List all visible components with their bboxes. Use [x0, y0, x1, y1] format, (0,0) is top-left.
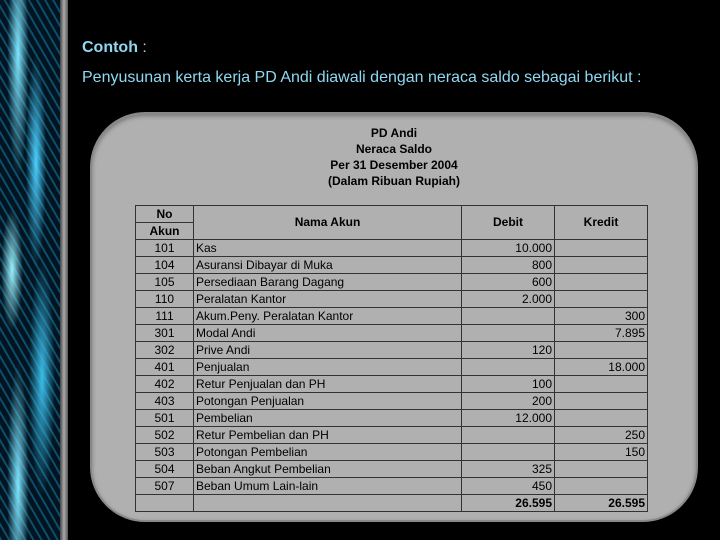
account-name: Persediaan Barang Dagang	[193, 273, 462, 291]
table-row: 503 Potongan Pembelian 150	[135, 443, 648, 461]
header-debit: Debit	[461, 205, 555, 240]
account-number: 503	[135, 443, 194, 461]
debit-value: 450	[461, 477, 555, 495]
table-row: 504 Beban Angkut Pembelian 325	[135, 460, 648, 478]
account-name: Potongan Penjualan	[193, 392, 462, 410]
table-row: 401 Penjualan 18.000	[135, 358, 648, 376]
table-row: 301 Modal Andi 7.895	[135, 324, 648, 342]
debit-value: 200	[461, 392, 555, 410]
account-name: Retur Pembelian dan PH	[193, 426, 462, 444]
account-number: 502	[135, 426, 194, 444]
debit-value: 800	[461, 256, 555, 274]
header-no: No	[135, 205, 194, 223]
account-number: 302	[135, 341, 194, 359]
table-row: 104 Asuransi Dibayar di Muka 800	[135, 256, 648, 274]
account-number: 301	[135, 324, 194, 342]
report-unit: (Dalam Ribuan Rupiah)	[327, 174, 460, 188]
table-row: 402 Retur Penjualan dan PH 100	[135, 375, 648, 393]
account-number: 105	[135, 273, 194, 291]
report-panel: PD Andi Neraca Saldo Per 31 Desember 200…	[90, 112, 698, 522]
account-name: Kas	[193, 239, 462, 257]
debit-value	[461, 358, 555, 376]
account-number: 111	[135, 307, 194, 325]
account-number: 504	[135, 460, 194, 478]
empty-cell	[135, 494, 194, 512]
table-row: 507 Beban Umum Lain-lain 450	[135, 477, 648, 495]
total-debit: 26.595	[461, 494, 555, 512]
account-number: 101	[135, 239, 194, 257]
debit-value: 2.000	[461, 290, 555, 308]
kredit-value	[554, 290, 648, 308]
account-name: Potongan Pembelian	[193, 443, 462, 461]
account-number: 403	[135, 392, 194, 410]
table-row: 111 Akum.Peny. Peralatan Kantor 300	[135, 307, 648, 325]
account-name: Beban Umum Lain-lain	[193, 477, 462, 495]
decorative-feather-image	[0, 0, 60, 540]
empty-cell	[193, 494, 462, 512]
debit-value: 120	[461, 341, 555, 359]
report-title: Neraca Saldo	[355, 142, 433, 156]
debit-value: 10.000	[461, 239, 555, 257]
kredit-value: 300	[554, 307, 648, 325]
account-number: 104	[135, 256, 194, 274]
header-akun: Akun	[135, 222, 194, 240]
account-number: 110	[135, 290, 194, 308]
account-name: Prive Andi	[193, 341, 462, 359]
debit-value	[461, 443, 555, 461]
debit-value: 600	[461, 273, 555, 291]
account-name: Asuransi Dibayar di Muka	[193, 256, 462, 274]
kredit-value: 150	[554, 443, 648, 461]
debit-value: 100	[461, 375, 555, 393]
debit-value	[461, 426, 555, 444]
account-name: Pembelian	[193, 409, 462, 427]
table-row: 105 Persediaan Barang Dagang 600	[135, 273, 648, 291]
kredit-value	[554, 460, 648, 478]
account-name: Peralatan Kantor	[193, 290, 462, 308]
heading-text: Contoh	[82, 39, 138, 56]
account-number: 401	[135, 358, 194, 376]
kredit-value	[554, 392, 648, 410]
kredit-value: 250	[554, 426, 648, 444]
account-name: Penjualan	[193, 358, 462, 376]
table-row: 403 Potongan Penjualan 200	[135, 392, 648, 410]
debit-value	[461, 324, 555, 342]
account-number: 507	[135, 477, 194, 495]
total-kredit: 26.595	[554, 494, 648, 512]
debit-value: 12.000	[461, 409, 555, 427]
kredit-value	[554, 409, 648, 427]
account-name: Retur Penjualan dan PH	[193, 375, 462, 393]
table-row: 502 Retur Pembelian dan PH 250	[135, 426, 648, 444]
kredit-value	[554, 273, 648, 291]
header-kredit: Kredit	[554, 205, 648, 240]
account-number: 402	[135, 375, 194, 393]
kredit-value: 7.895	[554, 324, 648, 342]
kredit-value	[554, 239, 648, 257]
debit-value	[461, 307, 555, 325]
kredit-value: 18.000	[554, 358, 648, 376]
slide-heading: Contoh :	[82, 39, 147, 57]
account-name: Akum.Peny. Peralatan Kantor	[193, 307, 462, 325]
trial-balance-table: No Nama Akun Debit Kredit Akun 101 Kas 10.…	[135, 205, 648, 512]
table-row: 302 Prive Andi 120	[135, 341, 648, 359]
account-name: Modal Andi	[193, 324, 462, 342]
debit-value: 325	[461, 460, 555, 478]
report-date: Per 31 Desember 2004	[330, 158, 458, 172]
kredit-value	[554, 341, 648, 359]
kredit-value	[554, 375, 648, 393]
table-row: 501 Pembelian 12.000	[135, 409, 648, 427]
table-row: 110 Peralatan Kantor 2.000	[135, 290, 648, 308]
company-name: PD Andi	[370, 126, 418, 140]
header-name: Nama Akun	[193, 205, 462, 240]
account-number: 501	[135, 409, 194, 427]
table-row: 101 Kas 10.000	[135, 239, 648, 257]
report-heading: PD Andi Neraca Saldo Per 31 Desember 200…	[92, 125, 696, 189]
heading-colon: :	[137, 39, 147, 56]
kredit-value	[554, 256, 648, 274]
slide-paragraph: Penyusunan kerta kerja PD Andi diawali d…	[82, 69, 642, 86]
kredit-value	[554, 477, 648, 495]
decorative-divider	[60, 0, 68, 540]
total-row: 26.595 26.595	[135, 494, 648, 512]
account-name: Beban Angkut Pembelian	[193, 460, 462, 478]
